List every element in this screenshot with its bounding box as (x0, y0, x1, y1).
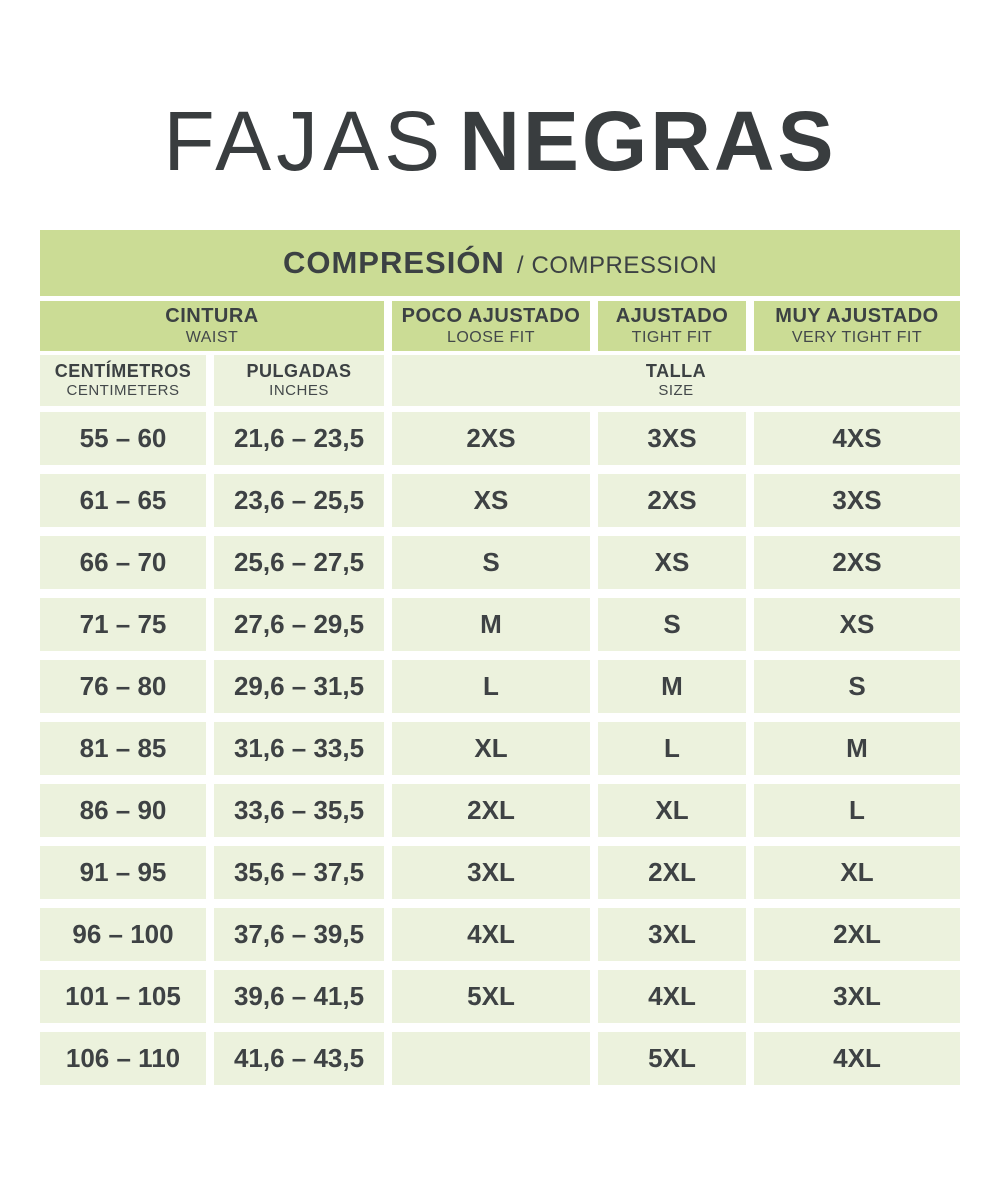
header-very-tight-fit: MUY AJUSTADO VERY TIGHT FIT (754, 301, 960, 351)
cell-tight-size: L (598, 722, 746, 775)
cell-very-tight-size: S (754, 660, 960, 713)
compression-banner: COMPRESIÓN / COMPRESSION (40, 230, 960, 296)
cell-loose-size-empty (392, 1032, 590, 1085)
cell-cm: 101 – 105 (40, 970, 206, 1023)
header-waist-es: CINTURA (165, 305, 259, 328)
subheader-centimeters-en: CENTIMETERS (66, 382, 180, 400)
subheader-centimeters: CENTÍMETROS CENTIMETERS (40, 355, 206, 406)
cell-loose-size: 2XS (392, 412, 590, 465)
cell-tight-size: S (598, 598, 746, 651)
cell-inches: 33,6 – 35,5 (214, 784, 384, 837)
cell-very-tight-size: M (754, 722, 960, 775)
cell-inches: 27,6 – 29,5 (214, 598, 384, 651)
header-very-tight-fit-en: VERY TIGHT FIT (791, 329, 923, 347)
banner-label-en: COMPRESSION (531, 252, 718, 279)
cell-tight-size: 2XL (598, 846, 746, 899)
cell-very-tight-size: L (754, 784, 960, 837)
cell-tight-size: M (598, 660, 746, 713)
header-tight-fit-en: TIGHT FIT (631, 329, 713, 347)
page-title: FAJAS NEGRAS (0, 0, 1000, 183)
banner-separator: / (516, 252, 524, 279)
subheader-size-en: SIZE (658, 382, 694, 400)
cell-very-tight-size: 2XS (754, 536, 960, 589)
subheader-size: TALLA SIZE (392, 355, 960, 406)
page-title-light: FAJAS (163, 94, 446, 188)
cell-tight-size: XS (598, 536, 746, 589)
cell-inches: 23,6 – 25,5 (214, 474, 384, 527)
table-row: 61 – 65 23,6 – 25,5 XS 2XS 3XS (40, 474, 960, 527)
cell-loose-size: 4XL (392, 908, 590, 961)
cell-cm: 91 – 95 (40, 846, 206, 899)
cell-loose-size: 3XL (392, 846, 590, 899)
cell-very-tight-size: 4XL (754, 1032, 960, 1085)
table-row: 86 – 90 33,6 – 35,5 2XL XL L (40, 784, 960, 837)
cell-tight-size: 2XS (598, 474, 746, 527)
cell-cm: 66 – 70 (40, 536, 206, 589)
header-waist: CINTURA WAIST (40, 301, 384, 351)
table-header-row: CINTURA WAIST POCO AJUSTADO LOOSE FIT AJ… (40, 301, 960, 351)
header-loose-fit-en: LOOSE FIT (446, 329, 536, 347)
cell-inches: 39,6 – 41,5 (214, 970, 384, 1023)
cell-loose-size: M (392, 598, 590, 651)
cell-cm: 55 – 60 (40, 412, 206, 465)
cell-inches: 31,6 – 33,5 (214, 722, 384, 775)
header-tight-fit: AJUSTADO TIGHT FIT (598, 301, 746, 351)
cell-loose-size: XL (392, 722, 590, 775)
cell-loose-size: 2XL (392, 784, 590, 837)
cell-cm: 81 – 85 (40, 722, 206, 775)
size-chart-table: COMPRESIÓN / COMPRESSION CINTURA WAIST POC… (40, 230, 960, 1085)
header-tight-fit-es: AJUSTADO (615, 305, 729, 328)
cell-inches: 41,6 – 43,5 (214, 1032, 384, 1085)
table-row: 81 – 85 31,6 – 33,5 XL L M (40, 722, 960, 775)
table-row: 106 – 110 41,6 – 43,5 5XL 4XL (40, 1032, 960, 1085)
cell-cm: 96 – 100 (40, 908, 206, 961)
page-title-bold: NEGRAS (459, 94, 837, 188)
cell-very-tight-size: XS (754, 598, 960, 651)
cell-loose-size: S (392, 536, 590, 589)
cell-tight-size: 4XL (598, 970, 746, 1023)
cell-very-tight-size: 4XS (754, 412, 960, 465)
table-row: 76 – 80 29,6 – 31,5 L M S (40, 660, 960, 713)
table-subheader-row: CENTÍMETROS CENTIMETERS PULGADAS INCHES … (40, 355, 960, 406)
cell-cm: 86 – 90 (40, 784, 206, 837)
subheader-inches-es: PULGADAS (246, 360, 352, 381)
table-row: 96 – 100 37,6 – 39,5 4XL 3XL 2XL (40, 908, 960, 961)
banner-label-es: COMPRESIÓN (282, 245, 505, 280)
cell-very-tight-size: 2XL (754, 908, 960, 961)
subheader-size-es: TALLA (645, 360, 707, 381)
subheader-centimeters-es: CENTÍMETROS (54, 360, 192, 381)
table-row: 55 – 60 21,6 – 23,5 2XS 3XS 4XS (40, 412, 960, 465)
header-waist-en: WAIST (185, 329, 239, 347)
cell-loose-size: 5XL (392, 970, 590, 1023)
header-loose-fit-es: POCO AJUSTADO (401, 305, 581, 328)
cell-tight-size: 3XS (598, 412, 746, 465)
cell-cm: 106 – 110 (40, 1032, 206, 1085)
cell-very-tight-size: XL (754, 846, 960, 899)
table-row: 71 – 75 27,6 – 29,5 M S XS (40, 598, 960, 651)
table-row: 91 – 95 35,6 – 37,5 3XL 2XL XL (40, 846, 960, 899)
cell-very-tight-size: 3XL (754, 970, 960, 1023)
cell-loose-size: L (392, 660, 590, 713)
cell-inches: 35,6 – 37,5 (214, 846, 384, 899)
compression-banner-text: COMPRESIÓN / COMPRESSION (283, 245, 717, 281)
subheader-inches-en: INCHES (269, 382, 329, 400)
cell-inches: 21,6 – 23,5 (214, 412, 384, 465)
cell-cm: 71 – 75 (40, 598, 206, 651)
cell-tight-size: XL (598, 784, 746, 837)
header-loose-fit: POCO AJUSTADO LOOSE FIT (392, 301, 590, 351)
cell-inches: 25,6 – 27,5 (214, 536, 384, 589)
cell-tight-size: 5XL (598, 1032, 746, 1085)
table-row: 101 – 105 39,6 – 41,5 5XL 4XL 3XL (40, 970, 960, 1023)
cell-cm: 76 – 80 (40, 660, 206, 713)
cell-inches: 37,6 – 39,5 (214, 908, 384, 961)
cell-loose-size: XS (392, 474, 590, 527)
table-row: 66 – 70 25,6 – 27,5 S XS 2XS (40, 536, 960, 589)
cell-very-tight-size: 3XS (754, 474, 960, 527)
cell-cm: 61 – 65 (40, 474, 206, 527)
cell-inches: 29,6 – 31,5 (214, 660, 384, 713)
cell-tight-size: 3XL (598, 908, 746, 961)
header-very-tight-fit-es: MUY AJUSTADO (775, 305, 939, 328)
subheader-inches: PULGADAS INCHES (214, 355, 384, 406)
